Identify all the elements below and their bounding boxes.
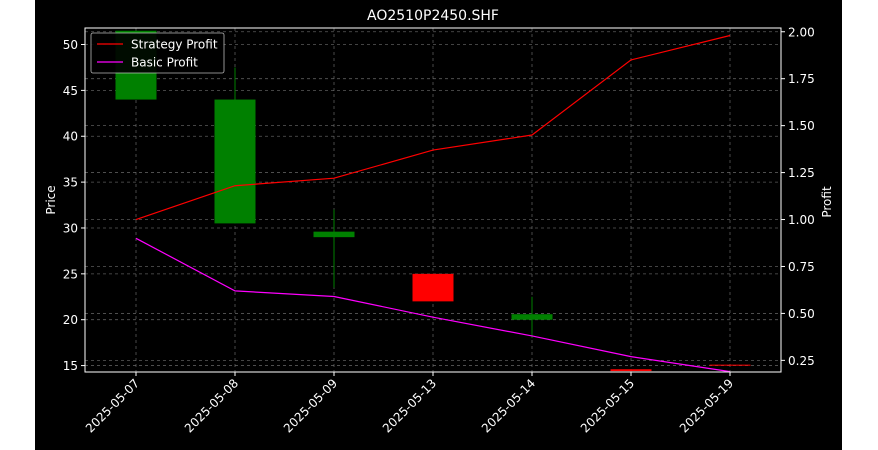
- profit-lines-layer: [135, 34, 731, 373]
- date-tick-label: 2025-05-09: [281, 376, 340, 435]
- candle-body: [709, 364, 751, 366]
- price-tick-label: 35: [63, 176, 78, 190]
- candle-2025-05-09: [313, 209, 355, 288]
- basic-profit-line: [135, 237, 731, 373]
- price-tick-label: 15: [63, 359, 78, 373]
- strategy-profit-line: [135, 34, 731, 221]
- profit-tick-label: 1.50: [788, 119, 815, 133]
- date-tick-label: 2025-05-14: [479, 376, 538, 435]
- candle-2025-05-08: [214, 67, 256, 224]
- chart-legend: Strategy Profit Basic Profit: [90, 32, 225, 74]
- price-tick-label: 25: [63, 267, 78, 281]
- chart-title: AO2510P2450.SHF: [367, 8, 499, 24]
- legend-box: [90, 32, 225, 74]
- y-axis-label-profit: Profit: [820, 186, 834, 218]
- legend-label-basic-profit: Basic Profit: [131, 56, 198, 70]
- date-tick-label: 2025-05-19: [677, 376, 736, 435]
- date-tick-label: 2025-05-13: [380, 376, 439, 435]
- date-tick-label: 2025-05-15: [578, 376, 637, 435]
- price-tick-label: 40: [63, 130, 78, 144]
- price-tick-label: 30: [63, 221, 78, 235]
- date-tick-label: 2025-05-08: [182, 376, 241, 435]
- y-axis-label-price: Price: [44, 185, 58, 214]
- profit-tick-label: 0.50: [788, 307, 815, 321]
- price-tick-label: 20: [63, 313, 78, 327]
- profit-axis: 0.25 0.50 0.75 1.00 1.25 1.50 1.75 2.00: [781, 25, 815, 368]
- candle-2025-05-15: [610, 369, 652, 372]
- candle-2025-05-14: [511, 296, 553, 339]
- chart-figure: AO2510P2450.SHF 15 20 25 30 35 40 45 50 0.25 0.5…: [35, 0, 842, 450]
- profit-tick-label: 0.75: [788, 260, 815, 274]
- candlestick-profit-chart: AO2510P2450.SHF 15 20 25 30 35 40 45 50 0.25 0.5…: [44, 8, 834, 435]
- price-tick-label: 50: [63, 38, 78, 52]
- grid-layer: [85, 28, 781, 372]
- profit-tick-label: 2.00: [788, 25, 815, 39]
- candle-body: [610, 369, 652, 372]
- profit-tick-label: 1.25: [788, 166, 815, 180]
- price-axis: 15 20 25 30 35 40 45 50: [63, 38, 85, 373]
- candle-body: [412, 273, 454, 302]
- candle-body: [214, 99, 256, 224]
- profit-tick-label: 0.25: [788, 354, 815, 368]
- profit-tick-label: 1.00: [788, 213, 815, 227]
- candle-2025-05-13: [412, 273, 454, 302]
- candle-body: [313, 231, 355, 238]
- candle-body: [511, 314, 553, 320]
- legend-label-strategy-profit: Strategy Profit: [131, 38, 218, 52]
- profit-tick-label: 1.75: [788, 72, 815, 86]
- candle-2025-05-19: [709, 364, 751, 366]
- price-tick-label: 45: [63, 84, 78, 98]
- plot-frame: [84, 27, 782, 373]
- date-axis: 2025-05-07 2025-05-08 2025-05-09 2025-05-13…: [83, 372, 736, 435]
- date-tick-label: 2025-05-07: [83, 376, 142, 435]
